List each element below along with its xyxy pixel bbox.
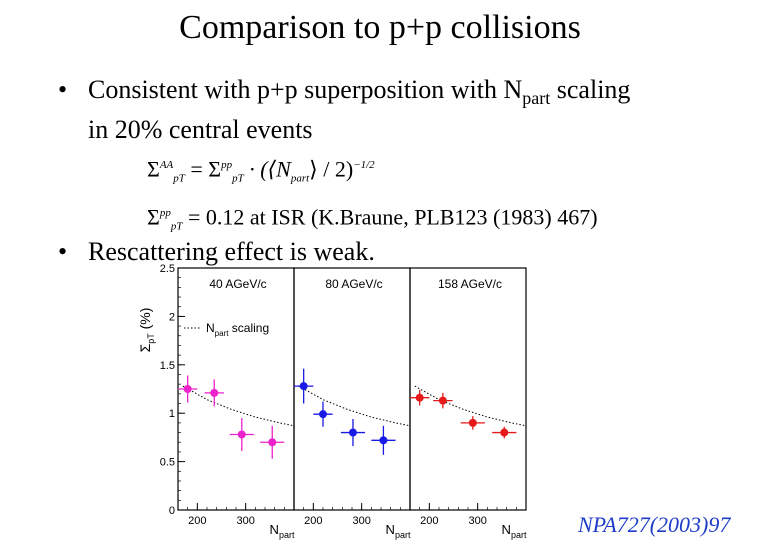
eq1-mid: · (⟨N [243, 156, 291, 182]
y-tick-label: 2 [169, 311, 175, 323]
eq1-sub-t: T [178, 172, 185, 185]
bullet-text-tail: scaling [550, 75, 631, 104]
eq2-rest: = 0.12 at ISR (K.Braune, PLB123 (1983) 4… [182, 204, 598, 230]
eq1-sub-p: p [173, 172, 179, 185]
sigma-pt-chart: 40 AGeV/c 200 300 Npart Npart scaling 80 AGeV… [137, 263, 527, 540]
x-axis-label: Npart [270, 522, 295, 540]
x-tick-label: 300 [468, 515, 486, 527]
eq1-rhs-sub-p: p [232, 172, 238, 185]
x-axis-label: Npart [502, 522, 527, 540]
eq1-rhs-sub-t: T [237, 172, 244, 185]
eq1-exponent: −1/2 [353, 159, 375, 171]
x-tick-label: 200 [304, 515, 322, 527]
panel-title: 158 AGeV/c [438, 277, 502, 291]
equation-scaling: ΣAApT = ΣpppT · (⟨Npart⟩ / 2)−1/2 [147, 152, 375, 192]
x-tick-label: 300 [352, 515, 370, 527]
eq2-sub-p: p [170, 220, 177, 233]
y-axis-label: ΣpT (%) [137, 308, 156, 353]
data-point [415, 393, 424, 402]
bullet-text-main: Consistent with p+p superposition with N [88, 75, 523, 104]
panel-title: 40 AGeV/c [209, 277, 266, 291]
eq1-sigma: Σ [147, 156, 160, 182]
eq2-sigma: Σ [147, 204, 160, 230]
eq1-sup-aa: AA [159, 159, 174, 171]
y-tick-label: 2.5 [160, 263, 175, 275]
npart-scaling-curve [298, 385, 411, 427]
panel-frame [293, 267, 411, 511]
bullet-dot: • [58, 75, 68, 104]
eq1-sub-pt: pT [173, 173, 185, 185]
bullet-text-sub: part [522, 88, 551, 108]
npart-scaling-curve [414, 385, 527, 427]
data-point [183, 385, 192, 393]
data-point [438, 396, 447, 405]
eq1-rhs-sub: pT [232, 173, 244, 185]
data-point [348, 428, 357, 437]
npart-scaling-curve [182, 385, 295, 427]
data-point [268, 438, 277, 447]
chart-panel: 158 AGeV/c 200 300 Npart [409, 267, 527, 540]
eq1-sup-pp: pp [221, 159, 233, 171]
y-tick-label: 1.5 [160, 360, 175, 372]
eq1-end: ⟩ / 2) [309, 156, 354, 182]
data-point [237, 430, 246, 439]
x-axis-label: Npart [386, 522, 411, 540]
data-point [500, 428, 509, 437]
data-point [319, 410, 327, 419]
y-tick-label: 0 [169, 505, 175, 517]
y-tick-label: 1 [169, 408, 175, 420]
y-tick-label: 0.5 [160, 457, 175, 469]
chart-panel: 80 AGeV/c 200 300 Npart [293, 267, 411, 540]
bullet-text: Rescattering effect is weak. [88, 237, 375, 266]
panel-title: 80 AGeV/c [325, 277, 382, 291]
eq2-sub-t: T [176, 220, 183, 233]
slide-title: Comparison to p+p collisions [179, 9, 581, 46]
data-point [468, 418, 477, 427]
data-point [379, 436, 388, 445]
chart-panel: 40 AGeV/c 200 300 Npart Npart scaling [177, 267, 295, 540]
eq1-npart: part [290, 172, 310, 185]
bullet-text: Consistent with p+p superposition with N… [88, 74, 748, 146]
panel-frame [409, 267, 527, 511]
eq2-sup: pp [159, 207, 171, 219]
eq2-sub: pT [171, 221, 183, 233]
bullet-text-line2: in 20% central events [88, 115, 313, 144]
reference-citation: NPA727(2003)97 [578, 512, 731, 537]
x-tick-label: 200 [188, 515, 206, 527]
eq1-equals: = Σ [184, 156, 222, 182]
bullet-dot: • [58, 237, 68, 266]
x-tick-label: 300 [236, 515, 254, 527]
equation-isr: ΣpppT = 0.12 at ISR (K.Braune, PLB123 (1… [147, 200, 598, 240]
legend-label: Npart scaling [206, 321, 269, 338]
x-tick-label: 200 [420, 515, 438, 527]
data-point [210, 388, 219, 397]
data-point [299, 382, 308, 391]
